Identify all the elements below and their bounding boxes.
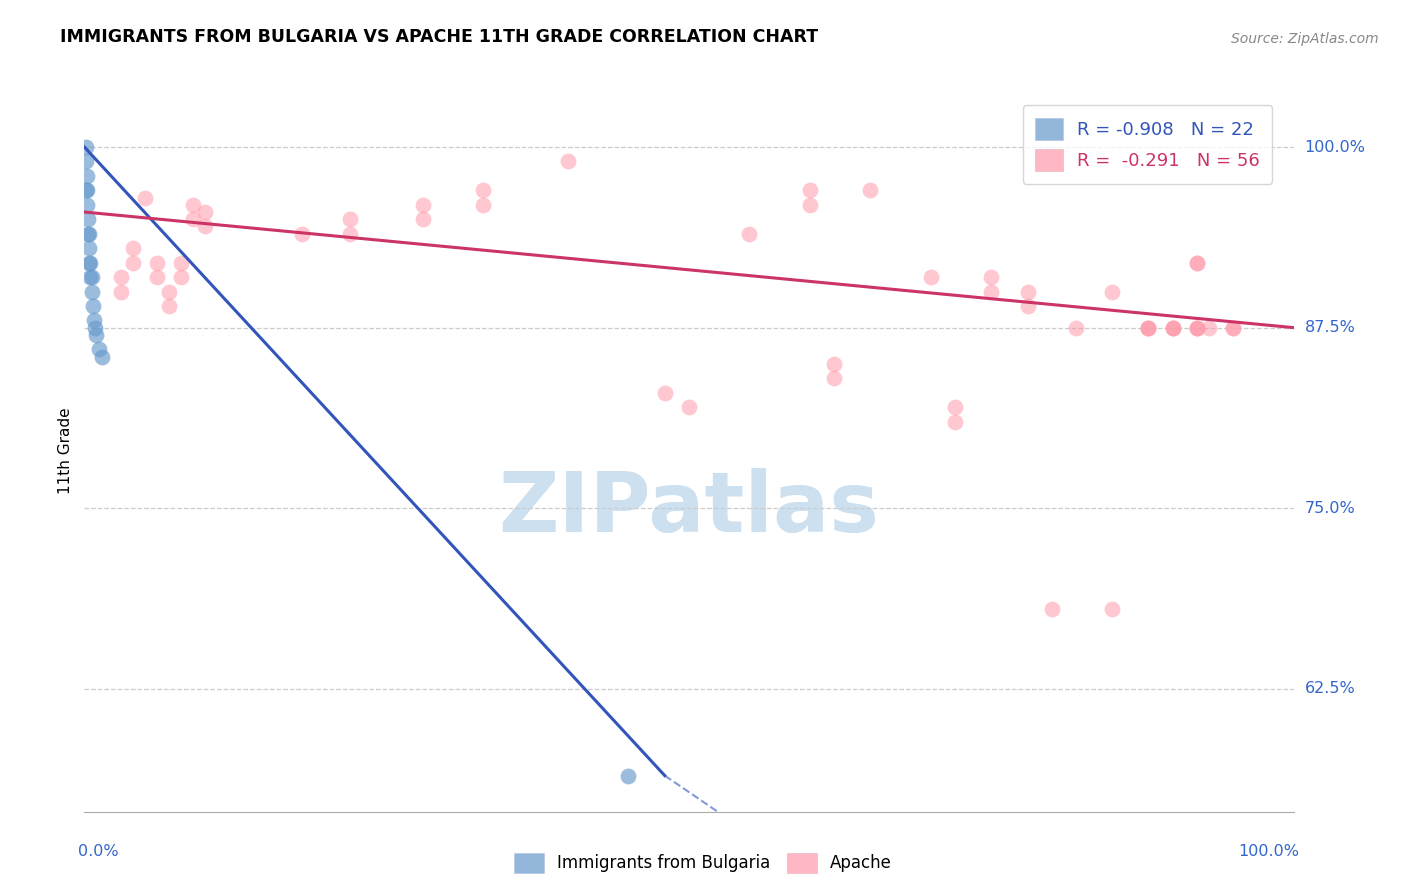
Text: ZIPatlas: ZIPatlas [499, 467, 879, 549]
Point [1222, 320, 1244, 334]
Point [77, 255, 100, 269]
Point [1185, 255, 1208, 269]
Point [472, 198, 495, 212]
Point [1185, 320, 1208, 334]
Point [799, 198, 821, 212]
Point [472, 183, 495, 197]
Text: 75.0%: 75.0% [1305, 500, 1355, 516]
Point [77, 227, 100, 241]
Point [86, 327, 108, 342]
Point [1101, 602, 1123, 616]
Point [181, 212, 204, 227]
Point [1185, 255, 1208, 269]
Text: 62.5%: 62.5% [1305, 681, 1355, 697]
Point [194, 205, 217, 219]
Point [75, 140, 97, 154]
Point [1161, 320, 1184, 334]
Text: Source: ZipAtlas.com: Source: ZipAtlas.com [1230, 32, 1378, 45]
Point [76, 183, 98, 197]
Point [146, 255, 169, 269]
Point [1161, 320, 1184, 334]
Point [1137, 320, 1160, 334]
Point [980, 285, 1002, 299]
Point [1137, 320, 1160, 334]
Point [75, 183, 97, 197]
Text: IMMIGRANTS FROM BULGARIA VS APACHE 11TH GRADE CORRELATION CHART: IMMIGRANTS FROM BULGARIA VS APACHE 11TH … [60, 28, 818, 45]
Point [75, 154, 97, 169]
Point [82, 299, 104, 313]
Point [79, 270, 101, 285]
Point [943, 415, 966, 429]
Point [121, 241, 143, 255]
Point [823, 371, 845, 385]
Point [80, 285, 103, 299]
Point [980, 270, 1002, 285]
Point [80, 270, 103, 285]
Point [77, 241, 100, 255]
Point [339, 212, 361, 227]
Point [799, 183, 821, 197]
Point [146, 270, 169, 285]
Point [654, 385, 676, 400]
Point [1064, 320, 1087, 334]
Point [110, 285, 132, 299]
Point [91, 350, 114, 364]
Point [823, 357, 845, 371]
Point [1185, 320, 1208, 334]
Text: 100.0%: 100.0% [1239, 844, 1299, 859]
Point [738, 227, 761, 241]
Point [291, 227, 314, 241]
Point [557, 154, 579, 169]
Point [87, 343, 110, 357]
Point [121, 255, 143, 269]
Point [110, 270, 132, 285]
Point [339, 227, 361, 241]
Legend: R = -0.908   N = 22, R =  -0.291   N = 56: R = -0.908 N = 22, R = -0.291 N = 56 [1022, 105, 1272, 184]
Point [1137, 320, 1160, 334]
Point [77, 212, 100, 227]
Legend: Immigrants from Bulgaria, Apache: Immigrants from Bulgaria, Apache [508, 847, 898, 880]
Point [1101, 285, 1123, 299]
Point [1040, 602, 1063, 616]
Point [617, 769, 640, 783]
Point [1222, 320, 1244, 334]
Point [920, 270, 942, 285]
Point [76, 198, 98, 212]
Point [181, 198, 204, 212]
Point [84, 320, 107, 334]
Point [1017, 299, 1039, 313]
Point [412, 212, 434, 227]
Point [412, 198, 434, 212]
Point [77, 227, 100, 241]
Point [157, 299, 180, 313]
Point [79, 255, 101, 269]
Point [170, 270, 193, 285]
Point [194, 219, 217, 234]
Text: 0.0%: 0.0% [79, 844, 120, 859]
Point [170, 255, 193, 269]
Point [157, 285, 180, 299]
Point [859, 183, 882, 197]
Text: 100.0%: 100.0% [1305, 139, 1365, 154]
Point [1185, 320, 1208, 334]
Point [1017, 285, 1039, 299]
Point [76, 169, 98, 183]
Y-axis label: 11th Grade: 11th Grade [58, 407, 73, 494]
Text: 87.5%: 87.5% [1305, 320, 1355, 335]
Point [1198, 320, 1220, 334]
Point [943, 400, 966, 414]
Point [1161, 320, 1184, 334]
Point [83, 313, 105, 327]
Point [134, 191, 156, 205]
Point [678, 400, 700, 414]
